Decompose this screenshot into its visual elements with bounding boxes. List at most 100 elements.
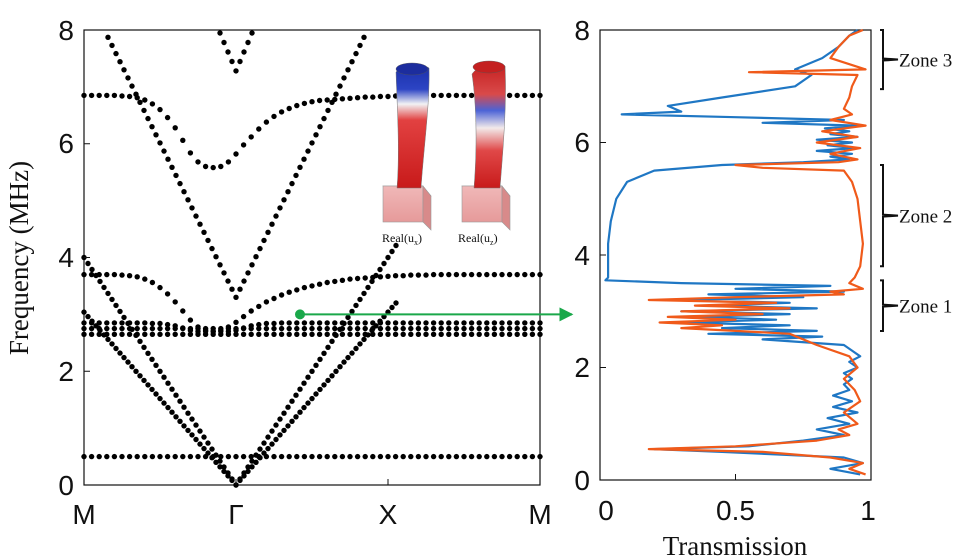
- band-point: [97, 278, 103, 285]
- band-point: [81, 271, 87, 278]
- band-point: [257, 245, 263, 252]
- band-point: [233, 68, 239, 74]
- band-point: [354, 95, 361, 101]
- band-point: [249, 30, 255, 36]
- band-point: [88, 271, 95, 278]
- band-point: [173, 172, 179, 179]
- band-point: [309, 395, 315, 402]
- band-point: [172, 323, 178, 329]
- band-point: [81, 309, 87, 315]
- band-point: [301, 325, 308, 332]
- zone-label: Zone 1: [899, 297, 952, 318]
- band-point: [97, 327, 103, 333]
- band-point: [309, 368, 315, 374]
- band-point: [180, 331, 186, 337]
- band-point: [461, 325, 467, 332]
- band-point: [373, 272, 379, 279]
- band-point: [121, 314, 127, 321]
- band-point: [484, 453, 490, 460]
- band-point: [133, 368, 139, 374]
- band-point: [537, 453, 543, 460]
- band-point: [430, 331, 437, 337]
- band-point: [453, 320, 460, 326]
- band-point: [237, 58, 243, 65]
- highlighted-mode-marker: [295, 309, 305, 320]
- band-point: [157, 395, 163, 402]
- band-point: [141, 107, 147, 114]
- band-point: [145, 382, 151, 388]
- band-point: [506, 92, 513, 99]
- band-point: [453, 325, 460, 332]
- band-point: [313, 362, 319, 368]
- band-point: [149, 101, 156, 107]
- band-point: [365, 332, 371, 338]
- band-point: [195, 159, 201, 165]
- band-point: [357, 296, 363, 303]
- band-point: [133, 332, 139, 338]
- band-point: [142, 331, 148, 337]
- band-point: [293, 414, 299, 420]
- band-point: [321, 115, 327, 122]
- band-point: [309, 283, 315, 289]
- x-tick-label-X: X: [379, 499, 398, 530]
- band-point: [119, 272, 125, 278]
- band-point: [195, 453, 201, 460]
- band-point: [149, 325, 156, 332]
- band-point: [129, 326, 135, 332]
- band-point: [263, 331, 270, 337]
- band-point: [209, 455, 215, 461]
- inset-label-ux: Real(ux): [382, 231, 422, 247]
- band-point: [430, 320, 437, 326]
- band-point: [461, 320, 467, 326]
- band-point: [173, 392, 179, 398]
- band-point: [113, 302, 119, 309]
- band-point: [119, 93, 125, 99]
- band-point: [164, 291, 171, 297]
- band-point: [353, 302, 359, 309]
- band-point: [316, 320, 323, 326]
- band-point: [277, 432, 283, 438]
- band-point: [341, 320, 347, 327]
- band-point: [294, 320, 300, 326]
- band-point: [149, 124, 155, 130]
- band-point: [278, 292, 285, 298]
- band-point: [389, 248, 395, 255]
- band-point: [377, 93, 384, 100]
- band-point: [93, 272, 99, 279]
- band-point: [256, 321, 262, 328]
- band-point: [349, 350, 355, 356]
- band-point: [193, 422, 199, 428]
- band-point: [195, 328, 201, 335]
- band-point: [141, 377, 147, 384]
- band-point: [142, 97, 148, 103]
- band-point: [241, 473, 247, 479]
- band-point: [514, 453, 520, 460]
- band-point: [213, 459, 219, 465]
- band-point: [263, 119, 270, 125]
- band-point: [484, 320, 490, 326]
- band-point: [245, 39, 251, 46]
- x-tick-label: 0.5: [716, 495, 755, 526]
- band-point: [476, 453, 482, 460]
- band-point: [81, 92, 87, 99]
- band-point: [385, 273, 391, 279]
- band-point: [104, 320, 110, 326]
- band-point: [337, 364, 343, 370]
- band-point: [129, 83, 135, 89]
- band-point: [85, 313, 91, 320]
- band-point: [332, 278, 338, 285]
- band-point: [353, 345, 359, 352]
- transmission-panel: 0 2 4 6 8 0 0.5 1 Transmission Zone 1Zon…: [574, 15, 952, 559]
- band-point: [85, 260, 91, 267]
- band-point: [506, 453, 513, 460]
- band-point: [117, 308, 123, 315]
- band-point: [347, 95, 353, 102]
- band-point: [96, 331, 102, 337]
- band-point: [499, 453, 505, 460]
- band-point: [309, 331, 315, 337]
- band-point: [461, 271, 467, 278]
- band-point: [225, 159, 232, 165]
- band-point: [96, 453, 102, 460]
- band-point: [269, 428, 275, 434]
- band-point: [126, 453, 133, 460]
